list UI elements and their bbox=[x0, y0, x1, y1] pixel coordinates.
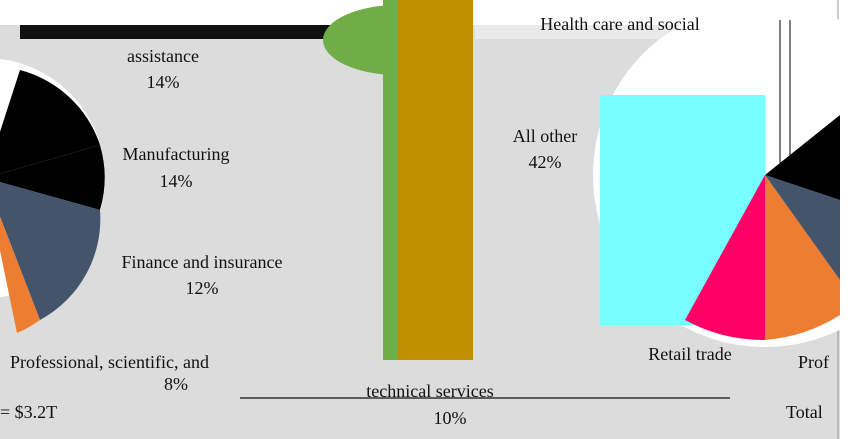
pie-slice bbox=[685, 175, 765, 341]
stripe bbox=[398, 0, 473, 360]
right-pie bbox=[593, 3, 854, 347]
label-share: 14% bbox=[160, 171, 193, 191]
glitch-bar bbox=[20, 25, 380, 39]
label-share: 42% bbox=[529, 152, 562, 172]
center-graphic bbox=[240, 0, 730, 399]
pie-slice bbox=[0, 182, 101, 320]
label-name: Health care and social bbox=[540, 14, 699, 34]
total: = $3.2T bbox=[0, 402, 57, 422]
label-name: Manufacturing bbox=[123, 144, 230, 164]
label-share: 8% bbox=[164, 374, 188, 394]
label-name: Prof bbox=[798, 352, 829, 372]
label-name: Professional, scientific, and bbox=[10, 352, 209, 372]
label-share: 10% bbox=[434, 408, 467, 428]
label-name: Finance and insurance bbox=[122, 252, 283, 272]
pie-slice bbox=[765, 175, 840, 340]
pie-slice bbox=[0, 216, 40, 333]
label-name: Retail trade bbox=[648, 344, 731, 364]
pie-slice bbox=[0, 70, 100, 174]
pie-slice bbox=[0, 145, 105, 210]
pie-slice bbox=[765, 115, 840, 200]
total: Total bbox=[786, 402, 823, 422]
pie-slice bbox=[765, 175, 840, 280]
label-name: assistance bbox=[127, 46, 199, 66]
label-share: 12% bbox=[186, 278, 219, 298]
left-pie bbox=[0, 58, 105, 333]
label-name: All other bbox=[513, 126, 578, 146]
label-share: 14% bbox=[147, 72, 180, 92]
label-name: technical services bbox=[366, 381, 493, 401]
stripe bbox=[383, 0, 398, 360]
